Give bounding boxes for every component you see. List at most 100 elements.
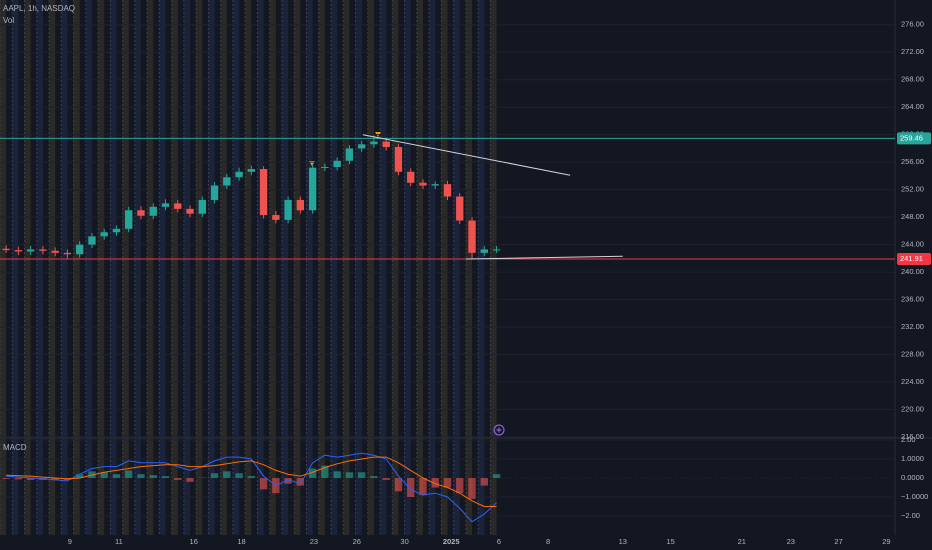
session-band <box>159 0 166 535</box>
x-tick-label: 8 <box>546 537 550 546</box>
candle-body <box>14 250 23 252</box>
candle-body <box>492 249 501 251</box>
session-band <box>404 0 411 535</box>
candle-body <box>39 249 47 251</box>
histogram-bar <box>235 473 243 478</box>
y-tick-label: 0.0000 <box>901 473 924 482</box>
session-band <box>61 0 68 535</box>
histogram-bar <box>51 478 59 480</box>
x-tick-label: 21 <box>738 537 746 546</box>
x-tick-label: 11 <box>115 537 123 546</box>
trend-line <box>362 134 571 176</box>
histogram-bar <box>419 478 427 496</box>
histogram-bar <box>456 478 464 494</box>
candle-body <box>284 199 292 220</box>
candle-body <box>26 249 35 252</box>
session-band <box>355 0 362 535</box>
session-band <box>24 0 31 535</box>
histogram-bar <box>259 478 268 490</box>
session-band <box>416 0 423 535</box>
histogram-bar <box>492 474 501 478</box>
y-tick-label: 268.00 <box>901 75 924 84</box>
x-tick-label: 18 <box>237 537 245 546</box>
session-band <box>257 0 264 535</box>
session-band <box>453 0 460 535</box>
candle-body <box>186 208 194 214</box>
y-tick-label: 236.00 <box>901 295 924 304</box>
volume-label: Vol <box>3 16 14 25</box>
y-tick-label: 240.00 <box>901 267 924 276</box>
session-band <box>183 0 191 535</box>
y-tick-label: 1.0000 <box>901 454 924 463</box>
candle-body <box>296 199 305 211</box>
session-band <box>220 0 227 535</box>
session-band <box>367 0 374 535</box>
session-band <box>208 0 215 535</box>
y-tick-label: 252.00 <box>901 185 924 194</box>
session-band <box>36 0 43 535</box>
histogram-bar <box>76 474 84 478</box>
x-tick-label: 23 <box>310 537 318 546</box>
candle-body <box>161 203 170 207</box>
candle-body <box>51 250 59 253</box>
session-band <box>0 0 7 535</box>
candle-body <box>235 171 243 178</box>
session-band <box>318 0 325 535</box>
price-tag <box>897 132 931 145</box>
x-tick-label: 30 <box>400 537 408 546</box>
candle-body <box>125 210 133 229</box>
session-band <box>73 0 80 535</box>
candle-body <box>333 160 341 167</box>
session-band <box>98 0 105 535</box>
session-band <box>110 0 117 535</box>
candle-body <box>223 177 231 186</box>
y-tick-label: 276.00 <box>901 20 924 29</box>
histogram-bar <box>186 478 194 482</box>
histogram-bar <box>149 475 157 478</box>
y-tick-label: 232.00 <box>901 322 924 331</box>
session-band <box>306 0 313 535</box>
histogram-bar <box>112 474 121 478</box>
histogram-bar <box>2 478 10 479</box>
histogram-bar <box>137 474 145 478</box>
histogram-bar <box>125 470 133 478</box>
candle-body <box>198 199 206 214</box>
add-icon <box>496 427 502 433</box>
candle-body <box>394 147 403 172</box>
histogram-bar <box>100 472 108 478</box>
session-band <box>343 0 350 535</box>
histogram-bar <box>358 472 366 478</box>
candle-body <box>88 236 96 245</box>
session-band <box>478 0 485 535</box>
candle-body <box>2 248 10 251</box>
histogram-bar <box>174 478 182 480</box>
candle-body <box>456 196 464 221</box>
y-tick-label: 248.00 <box>901 212 924 221</box>
session-band <box>49 0 56 535</box>
y-tick-label: 224.00 <box>901 377 924 386</box>
x-tick-label: 29 <box>882 537 890 546</box>
y-tick-label: 228.00 <box>901 350 924 359</box>
histogram-bar <box>210 473 219 478</box>
session-band <box>392 0 399 535</box>
x-tick-label: 15 <box>666 537 674 546</box>
x-tick-label: 9 <box>68 537 72 546</box>
x-tick-label: 6 <box>497 537 501 546</box>
session-band <box>134 0 141 535</box>
macd-line <box>6 456 497 507</box>
candle-body <box>382 141 390 148</box>
session-band <box>85 0 92 535</box>
add-button[interactable] <box>493 424 505 436</box>
y-tick-label: 264.00 <box>901 102 924 111</box>
histogram-bar <box>296 478 305 486</box>
candle-body <box>419 182 427 186</box>
histogram-bar <box>345 472 354 478</box>
candle-body <box>308 167 317 211</box>
session-band <box>122 0 129 535</box>
histogram-bar <box>161 476 170 478</box>
x-tick-label: 27 <box>834 537 842 546</box>
histogram-bar <box>308 468 317 478</box>
macd-line <box>6 452 497 523</box>
x-tick-label: 2025 <box>443 537 460 546</box>
